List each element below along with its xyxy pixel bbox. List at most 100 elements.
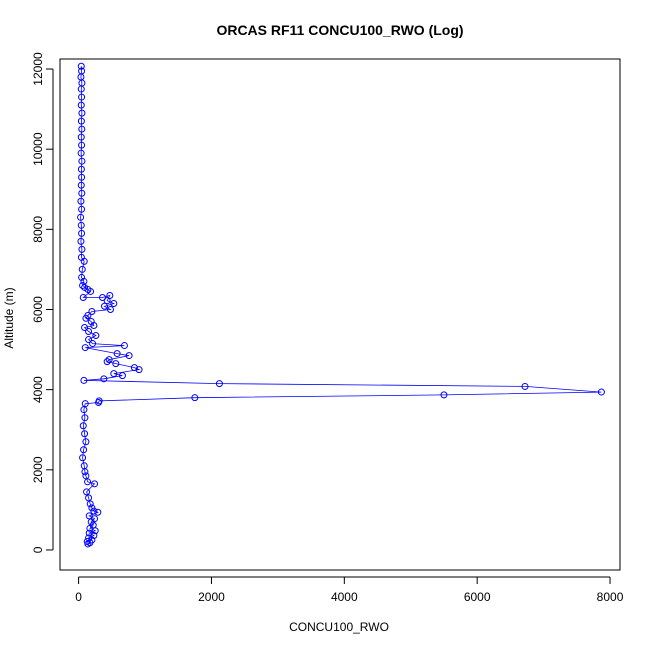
data-point xyxy=(78,245,86,253)
data-point xyxy=(440,391,448,399)
data-point xyxy=(92,332,100,340)
data-point xyxy=(80,376,88,384)
x-tick-label: 2000 xyxy=(198,590,225,604)
data-point xyxy=(78,109,86,117)
y-axis: 0 2000 4000 6000 8000 10000 12000 xyxy=(31,52,54,553)
data-point xyxy=(91,480,99,488)
data-point xyxy=(78,265,86,273)
data-point xyxy=(77,62,85,70)
x-tick-label: 0 xyxy=(75,590,82,604)
data-point xyxy=(85,336,93,344)
data-point xyxy=(77,181,85,189)
data-point xyxy=(110,299,118,307)
data-point xyxy=(78,189,86,197)
x-tick-label: 6000 xyxy=(464,590,491,604)
x-tick-label: 4000 xyxy=(331,590,358,604)
data-point xyxy=(82,314,90,322)
data-point xyxy=(81,430,89,438)
data-point xyxy=(125,352,133,360)
data-point xyxy=(86,500,94,508)
data-point xyxy=(118,372,126,380)
data-point xyxy=(77,149,85,157)
data-point xyxy=(100,375,108,383)
data-point xyxy=(77,197,85,205)
data-point xyxy=(87,287,95,295)
data-point xyxy=(79,422,87,430)
data-point xyxy=(82,438,90,446)
data-point xyxy=(89,340,97,348)
data-point xyxy=(78,229,86,237)
data-point xyxy=(110,370,118,378)
plot-frame xyxy=(59,58,621,571)
data-point xyxy=(81,324,89,332)
data-point xyxy=(77,85,85,93)
y-tick-label: 12000 xyxy=(31,52,45,86)
data-point xyxy=(78,273,86,281)
data-point xyxy=(78,125,86,133)
data-point xyxy=(94,508,102,516)
data-point xyxy=(80,406,88,414)
chart-title: ORCAS RF11 CONCU100_RWO (Log) xyxy=(216,22,463,38)
data-point xyxy=(84,478,92,486)
y-tick-label: 0 xyxy=(31,546,45,553)
y-tick-label: 2000 xyxy=(31,456,45,483)
x-tick-label: 8000 xyxy=(597,590,624,604)
x-axis: 0 2000 4000 6000 8000 xyxy=(75,576,624,604)
data-point xyxy=(80,446,88,454)
data-point xyxy=(77,165,85,173)
data-point xyxy=(77,213,85,221)
data-point xyxy=(99,293,107,301)
data-point xyxy=(113,350,121,358)
y-tick-label: 10000 xyxy=(31,132,45,166)
data-point xyxy=(106,305,114,313)
data-point xyxy=(95,398,103,406)
data-point xyxy=(79,293,87,301)
data-point xyxy=(597,388,605,396)
data-point xyxy=(85,328,93,336)
data-point xyxy=(91,527,99,535)
data-point xyxy=(80,257,88,265)
data-point xyxy=(81,468,89,476)
data-point xyxy=(78,205,86,213)
data-point xyxy=(77,221,85,229)
data-point xyxy=(103,358,111,366)
data-point xyxy=(215,380,223,388)
data-point xyxy=(77,101,85,109)
data-point xyxy=(79,454,87,462)
data-point xyxy=(90,322,98,330)
data-point xyxy=(77,237,85,245)
data-point xyxy=(79,281,87,289)
series-layer xyxy=(77,62,605,548)
data-point xyxy=(85,512,93,520)
data-point xyxy=(88,307,96,315)
data-point xyxy=(81,283,89,291)
data-point xyxy=(81,414,89,422)
data-point xyxy=(78,141,86,149)
data-point xyxy=(77,117,85,125)
y-axis-label: Altitude (m) xyxy=(2,287,16,348)
data-point xyxy=(135,366,143,374)
y-tick-label: 4000 xyxy=(31,376,45,403)
data-point xyxy=(130,364,138,372)
data-point xyxy=(77,133,85,141)
data-point xyxy=(120,342,128,350)
data-point xyxy=(191,394,199,402)
data-point xyxy=(112,360,120,368)
y-tick-label: 6000 xyxy=(31,296,45,323)
data-point xyxy=(78,157,86,165)
data-point xyxy=(81,344,89,352)
data-point xyxy=(103,297,111,305)
data-point xyxy=(84,540,92,548)
data-point xyxy=(90,507,98,515)
data-point xyxy=(78,173,86,181)
y-tick-label: 8000 xyxy=(31,216,45,243)
data-point xyxy=(83,488,91,496)
x-axis-label: CONCU100_RWO xyxy=(289,620,389,634)
data-point xyxy=(105,356,113,364)
data-point xyxy=(78,93,86,101)
data-point xyxy=(521,382,529,390)
series-line xyxy=(80,66,602,545)
